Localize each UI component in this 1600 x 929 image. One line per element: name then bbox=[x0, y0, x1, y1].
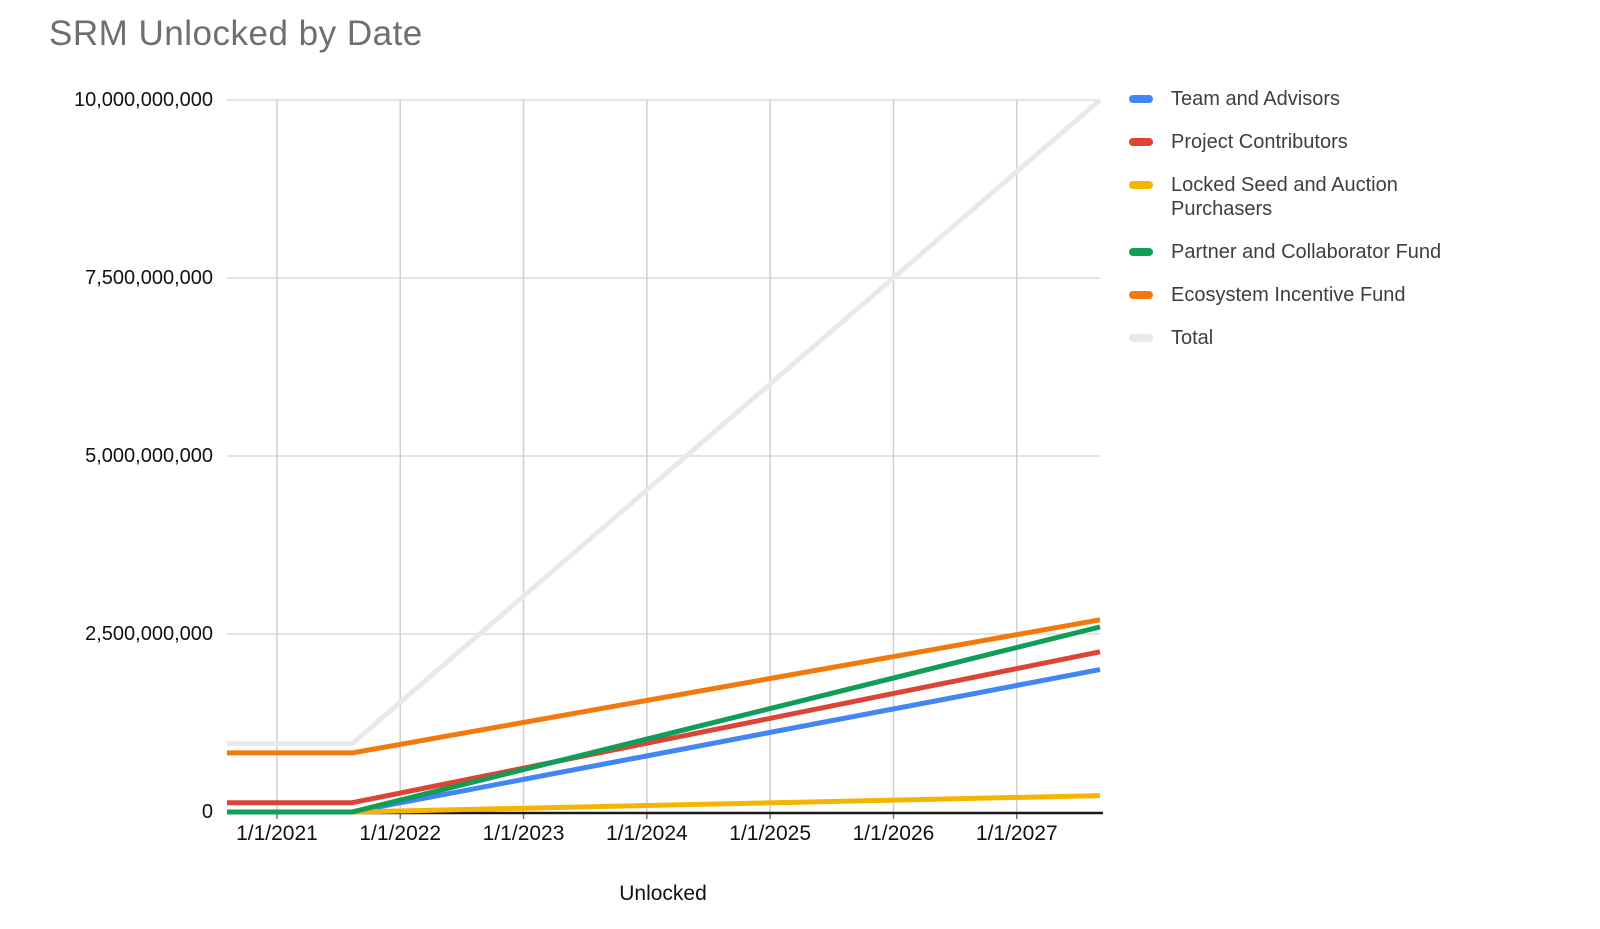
legend-label: Project Contributors bbox=[1171, 131, 1348, 153]
series-line-project-contributors bbox=[227, 649, 1101, 806]
x-axis-tick-label: 1/1/2025 bbox=[729, 822, 812, 845]
legend-item-locked-seed-and-auction-purchasers: Locked Seed and Auction Purchasers bbox=[1129, 173, 1471, 221]
legend-swatch-icon bbox=[1129, 181, 1153, 189]
x-axis-tick-label: 1/1/2026 bbox=[852, 822, 935, 845]
legend-item-partner-and-collaborator-fund: Partner and Collaborator Fund bbox=[1129, 240, 1471, 264]
x-axis-tick-label: 1/1/2021 bbox=[236, 822, 318, 845]
legend-swatch-icon bbox=[1129, 334, 1153, 342]
x-axis-title: Unlocked bbox=[619, 882, 707, 905]
y-axis-tick-label: 7,500,000,000 bbox=[85, 267, 213, 289]
legend-label: Locked Seed and Auction Purchasers bbox=[1171, 174, 1398, 220]
legend-item-ecosystem-incentive-fund: Ecosystem Incentive Fund bbox=[1129, 283, 1471, 307]
legend-item-project-contributors: Project Contributors bbox=[1129, 130, 1471, 154]
legend-label: Team and Advisors bbox=[1171, 88, 1340, 110]
legend: Team and Advisors Project Contributors Loc… bbox=[1129, 87, 1471, 350]
y-axis-tick-label: 10,000,000,000 bbox=[73, 89, 213, 111]
legend-swatch-icon bbox=[1129, 95, 1153, 103]
legend-swatch-icon bbox=[1129, 291, 1153, 299]
chart-title: SRM Unlocked by Date bbox=[49, 14, 423, 53]
y-axis-tick-label: 5,000,000,000 bbox=[85, 445, 213, 467]
series-line-ecosystem-incentive-fund bbox=[227, 617, 1101, 756]
legend-swatch-icon bbox=[1129, 248, 1153, 256]
legend-swatch-icon bbox=[1129, 138, 1153, 146]
x-axis-tick-label: 1/1/2024 bbox=[605, 822, 688, 845]
legend-label: Total bbox=[1171, 327, 1214, 349]
x-axis-tick-label: 1/1/2022 bbox=[359, 822, 442, 845]
series-line-partner-and-collaborator-fund bbox=[227, 624, 1101, 815]
x-axis-tick-label: 1/1/2027 bbox=[975, 822, 1058, 845]
legend-item-team-and-advisors: Team and Advisors bbox=[1129, 87, 1471, 111]
legend-item-total: Total bbox=[1129, 326, 1471, 350]
y-axis-tick-label: 2,500,000,000 bbox=[85, 623, 213, 645]
x-axis-tick-label: 1/1/2023 bbox=[482, 822, 565, 845]
series-line-total bbox=[227, 98, 1102, 747]
legend-label: Partner and Collaborator Fund bbox=[1171, 241, 1442, 263]
y-axis-tick-label: 0 bbox=[201, 801, 213, 823]
legend-label: Ecosystem Incentive Fund bbox=[1171, 284, 1406, 306]
